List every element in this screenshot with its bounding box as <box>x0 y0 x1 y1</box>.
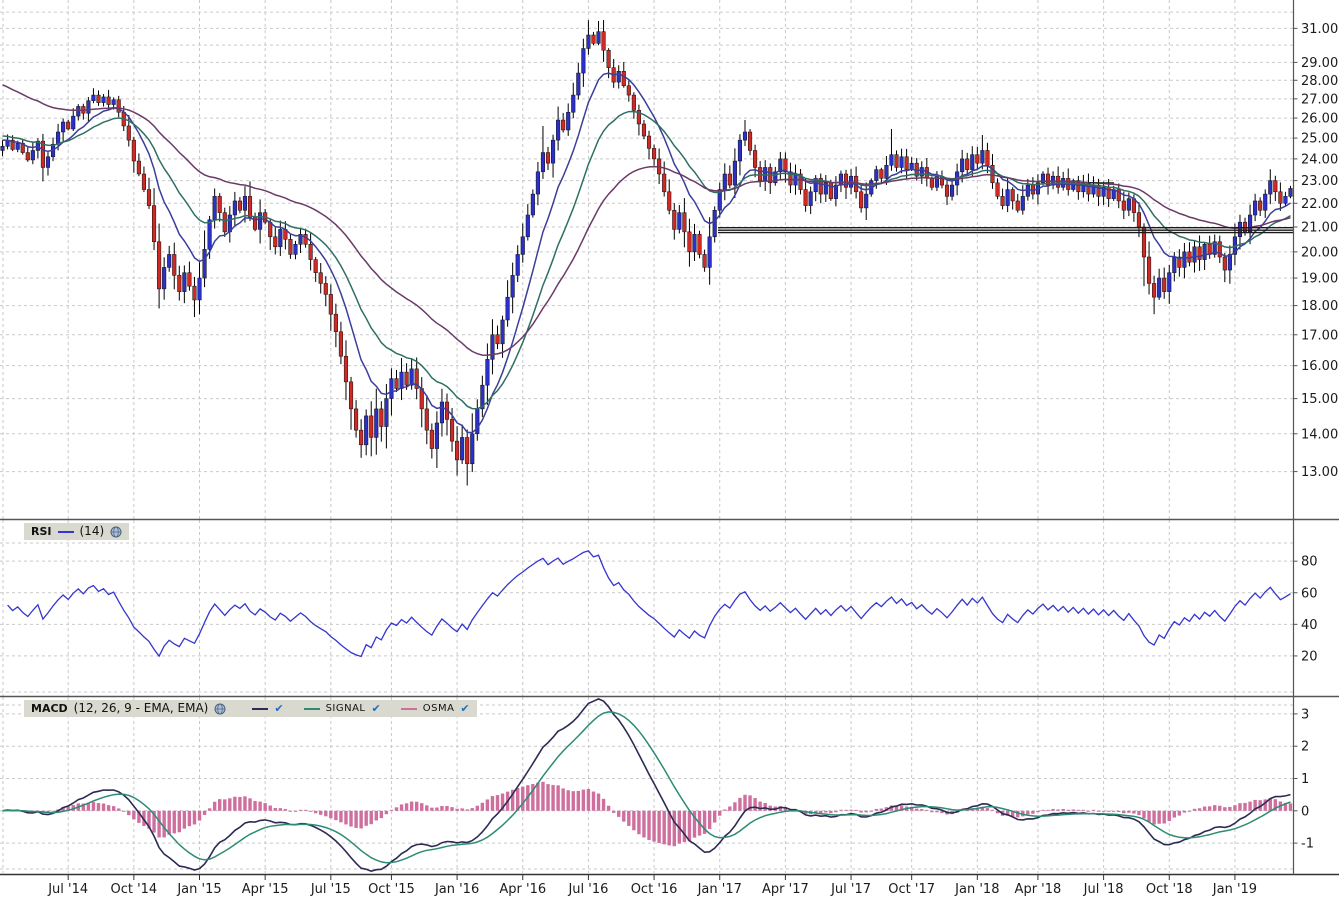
svg-text:40: 40 <box>1301 618 1318 633</box>
svg-text:Oct '18: Oct '18 <box>1146 882 1193 897</box>
globe-icon[interactable] <box>214 703 226 715</box>
svg-text:Jul '17: Jul '17 <box>830 882 871 897</box>
svg-text:26.00: 26.00 <box>1301 112 1338 127</box>
macd-plot <box>2 698 1293 872</box>
svg-text:0: 0 <box>1301 804 1309 819</box>
svg-text:20: 20 <box>1301 649 1318 664</box>
svg-text:Oct '15: Oct '15 <box>368 882 415 897</box>
svg-text:1: 1 <box>1301 772 1309 787</box>
svg-text:Oct '16: Oct '16 <box>631 882 678 897</box>
svg-text:31.00: 31.00 <box>1301 22 1338 37</box>
macd-legend: MACD (12, 26, 9 - EMA, EMA) ✔ SIGNAL ✔ O… <box>24 700 477 717</box>
svg-text:24.00: 24.00 <box>1301 152 1338 167</box>
svg-text:-1: -1 <box>1301 837 1314 852</box>
rsi-legend: RSI (14) <box>24 523 130 540</box>
svg-text:Apr '15: Apr '15 <box>242 882 289 897</box>
svg-text:Oct '17: Oct '17 <box>888 882 935 897</box>
svg-text:23.00: 23.00 <box>1301 174 1338 189</box>
candlesticks <box>0 19 1293 486</box>
support-lines <box>718 182 1293 234</box>
signal-visibility-check[interactable]: ✔ <box>371 702 381 715</box>
svg-text:25.00: 25.00 <box>1301 132 1338 147</box>
y-axis-labels: 31.00 29.00 28.00 27.00 26.00 25.00 24.00 23.00… <box>1293 22 1338 852</box>
svg-text:Jan '16: Jan '16 <box>434 882 479 897</box>
globe-icon[interactable] <box>110 526 122 538</box>
svg-text:Apr '16: Apr '16 <box>499 882 546 897</box>
x-axis-labels: Jul '14 Oct '14 Jan '15 Apr '15 Jul '15 Oct '… <box>47 874 1257 897</box>
svg-text:Jan '19: Jan '19 <box>1212 882 1257 897</box>
ema-mid <box>2 110 1291 410</box>
svg-text:Jul '15: Jul '15 <box>310 882 351 897</box>
panel-frame <box>0 0 1339 876</box>
svg-text:13.00: 13.00 <box>1301 465 1338 480</box>
svg-text:29.00: 29.00 <box>1301 56 1338 71</box>
rsi-plot <box>7 550 1291 658</box>
ema-fast <box>2 72 1291 434</box>
svg-text:18.00: 18.00 <box>1301 299 1338 314</box>
price-moving-averages <box>2 72 1291 434</box>
macd-params-label: (12, 26, 9 - EMA, EMA) <box>73 701 209 715</box>
svg-text:17.00: 17.00 <box>1301 328 1338 343</box>
svg-text:Jul '14: Jul '14 <box>47 882 88 897</box>
signal-line <box>2 711 1291 864</box>
svg-text:27.00: 27.00 <box>1301 92 1338 107</box>
rsi-label: RSI <box>31 525 52 538</box>
ema-slow <box>2 84 1291 356</box>
macd-visibility-check[interactable]: ✔ <box>274 702 284 715</box>
svg-text:Jan '18: Jan '18 <box>954 882 999 897</box>
svg-text:21.00: 21.00 <box>1301 220 1338 235</box>
svg-text:2: 2 <box>1301 740 1309 755</box>
macd-line <box>2 698 1291 872</box>
svg-text:Oct '14: Oct '14 <box>110 882 157 897</box>
svg-text:Jan '15: Jan '15 <box>176 882 221 897</box>
macd-label: MACD <box>31 702 68 715</box>
svg-text:60: 60 <box>1301 586 1318 601</box>
svg-text:Jul '18: Jul '18 <box>1083 882 1124 897</box>
svg-text:Apr '18: Apr '18 <box>1015 882 1062 897</box>
osma-line-swatch <box>400 707 417 710</box>
svg-text:80: 80 <box>1301 555 1318 570</box>
signal-label: SIGNAL <box>325 703 366 714</box>
svg-text:19.00: 19.00 <box>1301 272 1338 287</box>
svg-text:28.00: 28.00 <box>1301 74 1338 89</box>
svg-text:Jan '17: Jan '17 <box>697 882 742 897</box>
svg-text:Jul '16: Jul '16 <box>567 882 608 897</box>
svg-text:20.00: 20.00 <box>1301 245 1338 260</box>
svg-text:16.00: 16.00 <box>1301 359 1338 374</box>
signal-line-swatch <box>303 707 320 710</box>
macd-line-swatch <box>252 707 269 710</box>
svg-text:22.00: 22.00 <box>1301 197 1338 212</box>
svg-text:14.00: 14.00 <box>1301 427 1338 442</box>
svg-text:15.00: 15.00 <box>1301 392 1338 407</box>
osma-visibility-check[interactable]: ✔ <box>460 702 470 715</box>
svg-text:3: 3 <box>1301 707 1309 722</box>
rsi-period-label: (14) <box>79 524 105 538</box>
osma-label: OSMA <box>422 703 455 714</box>
svg-text:Apr '17: Apr '17 <box>762 882 809 897</box>
rsi-line-swatch <box>57 530 74 533</box>
